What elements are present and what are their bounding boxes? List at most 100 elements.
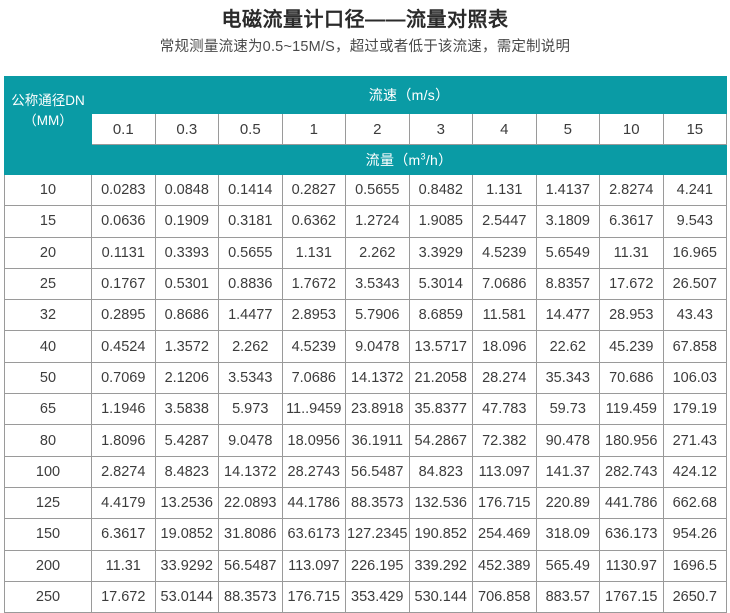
flow-value-cell: 2.5447 bbox=[472, 205, 537, 238]
flow-value-cell: 2.8274 bbox=[599, 173, 664, 207]
table-row: 65 1.1946 3.5838 5.973 11..9459 23.8918 35.837… bbox=[4, 393, 728, 426]
flow-value-cell: 47.783 bbox=[472, 393, 537, 426]
row-header-dn: 125 bbox=[4, 486, 92, 520]
flow-value-cell: 56.5487 bbox=[218, 549, 283, 582]
flow-value-cell: 67.858 bbox=[662, 330, 728, 363]
flow-value-cell: 11.31 bbox=[599, 236, 664, 269]
flow-value-cell: 0.5301 bbox=[154, 267, 219, 301]
flow-label-prefix: 流量（m bbox=[365, 151, 421, 168]
flow-value-cell: 2.8953 bbox=[281, 299, 346, 332]
flow-value-cell: 70.686 bbox=[599, 361, 664, 395]
flow-value-cell: 9.0478 bbox=[218, 424, 283, 457]
row-header-dn: 250 bbox=[4, 580, 92, 613]
flow-value-cell: 0.1909 bbox=[154, 205, 219, 238]
flow-value-cell: 0.8686 bbox=[154, 299, 219, 332]
flow-value-cell: 0.1767 bbox=[91, 267, 156, 301]
column-header-velocity-2: 0.5 bbox=[218, 113, 283, 145]
flow-value-cell: 28.274 bbox=[472, 361, 537, 395]
flow-value-cell: 1.9085 bbox=[408, 205, 473, 238]
flow-value-cell: 0.1131 bbox=[91, 236, 156, 269]
flow-value-cell: 33.9292 bbox=[154, 549, 219, 582]
table-row: 200 11.31 33.9292 56.5487 113.097 226.195 339.… bbox=[4, 549, 728, 582]
table-row: 50 0.7069 2.1206 3.5343 7.0686 14.1372 21.2058… bbox=[4, 361, 728, 395]
flow-value-cell: 5.973 bbox=[218, 393, 283, 426]
column-header-velocity-0: 0.1 bbox=[91, 113, 156, 145]
table-row: 80 1.8096 5.4287 9.0478 18.0956 36.1911 54.286… bbox=[4, 424, 728, 457]
row-header-dn: 80 bbox=[4, 424, 92, 457]
flow-value-cell: 441.786 bbox=[599, 486, 664, 520]
flow-value-cell: 636.173 bbox=[599, 518, 664, 551]
flow-value-cell: 13.2536 bbox=[154, 486, 219, 520]
flow-value-cell: 6.3617 bbox=[91, 518, 156, 551]
flow-value-cell: 36.1911 bbox=[345, 424, 410, 457]
table-row: 40 0.4524 1.3572 2.262 4.5239 9.0478 13.5717 18… bbox=[4, 330, 728, 363]
row-header-dn: 10 bbox=[4, 173, 92, 207]
flow-value-cell: 0.5655 bbox=[218, 236, 283, 269]
column-header-velocity-5: 3 bbox=[408, 113, 473, 145]
flow-value-cell: 113.097 bbox=[472, 455, 537, 488]
flow-value-cell: 45.239 bbox=[599, 330, 664, 363]
flow-value-cell: 88.3573 bbox=[218, 580, 283, 613]
flow-value-cell: 17.672 bbox=[91, 580, 156, 613]
flow-value-cell: 1.2724 bbox=[345, 205, 410, 238]
flow-value-cell: 180.956 bbox=[599, 424, 664, 457]
flow-value-cell: 11..9459 bbox=[281, 393, 346, 426]
flow-value-cell: 13.5717 bbox=[408, 330, 473, 363]
column-header-velocity-1: 0.3 bbox=[154, 113, 219, 145]
flow-value-cell: 1.4477 bbox=[218, 299, 283, 332]
column-header-velocity-4: 2 bbox=[345, 113, 410, 145]
flow-value-cell: 706.858 bbox=[472, 580, 537, 613]
table-row: 20 0.1131 0.3393 0.5655 1.131 2.262 3.3929 4.52… bbox=[4, 236, 728, 269]
row-header-dn: 25 bbox=[4, 267, 92, 301]
table-row: 125 4.4179 13.2536 22.0893 44.1786 88.3573 132… bbox=[4, 486, 728, 520]
flow-value-cell: 179.19 bbox=[662, 393, 728, 426]
flow-value-cell: 353.429 bbox=[345, 580, 410, 613]
flow-value-cell: 176.715 bbox=[472, 486, 537, 520]
flow-value-cell: 0.8836 bbox=[218, 267, 283, 301]
flow-value-cell: 3.5343 bbox=[345, 267, 410, 301]
flow-value-cell: 84.823 bbox=[408, 455, 473, 488]
flow-label-suffix: /h） bbox=[425, 151, 453, 168]
flow-value-cell: 1696.5 bbox=[662, 549, 728, 582]
flow-value-cell: 53.0144 bbox=[154, 580, 219, 613]
flow-value-cell: 530.144 bbox=[408, 580, 473, 613]
flow-value-cell: 28.2743 bbox=[281, 455, 346, 488]
flow-value-cell: 9.543 bbox=[662, 205, 728, 238]
flow-value-cell: 127.2345 bbox=[345, 518, 410, 551]
flow-value-cell: 4.241 bbox=[662, 173, 728, 207]
flow-value-cell: 0.5655 bbox=[345, 173, 410, 207]
flow-value-cell: 424.12 bbox=[662, 455, 728, 488]
flow-value-cell: 11.31 bbox=[91, 549, 156, 582]
flow-value-cell: 14.477 bbox=[535, 299, 600, 332]
flow-value-cell: 0.7069 bbox=[91, 361, 156, 395]
flow-value-cell: 44.1786 bbox=[281, 486, 346, 520]
flow-value-cell: 0.2895 bbox=[91, 299, 156, 332]
row-header-dn: 150 bbox=[4, 518, 92, 551]
flow-value-cell: 0.0848 bbox=[154, 173, 219, 207]
flow-value-cell: 0.6362 bbox=[281, 205, 346, 238]
flow-value-cell: 19.0852 bbox=[154, 518, 219, 551]
page-title: 电磁流量计口径——流量对照表 bbox=[221, 9, 509, 31]
column-header-velocity-3: 1 bbox=[281, 113, 346, 145]
flow-value-cell: 0.0636 bbox=[91, 205, 156, 238]
table-header: 公称通径DN （MM） 流速（m/s） 0.1 0.3 0.5 1 2 3 4 … bbox=[4, 76, 728, 175]
dn-label-line2: （MM） bbox=[23, 112, 73, 128]
table-body: 10 0.0283 0.0848 0.1414 0.2827 0.5655 0.8482 1.… bbox=[4, 173, 728, 613]
dn-label-line1: 公称通径DN bbox=[11, 92, 85, 108]
table-row: 150 6.3617 19.0852 31.8086 63.6173 127.2345 19… bbox=[4, 518, 728, 551]
flow-value-cell: 16.965 bbox=[662, 236, 728, 269]
header-row-velocity-values: 0.1 0.3 0.5 1 2 3 4 5 10 15 bbox=[5, 113, 728, 145]
flow-value-cell: 3.3929 bbox=[408, 236, 473, 269]
row-header-dn: 40 bbox=[4, 330, 92, 363]
flow-value-cell: 0.1414 bbox=[218, 173, 283, 207]
flow-value-cell: 220.89 bbox=[535, 486, 600, 520]
table-row: 15 0.0636 0.1909 0.3181 0.6362 1.2724 1.9085 2.… bbox=[4, 205, 728, 238]
flow-value-cell: 565.49 bbox=[535, 549, 600, 582]
flow-value-cell: 35.8377 bbox=[408, 393, 473, 426]
flow-value-cell: 1.8096 bbox=[91, 424, 156, 457]
flow-value-cell: 0.3181 bbox=[218, 205, 283, 238]
flow-value-cell: 132.536 bbox=[408, 486, 473, 520]
row-header-dn: 65 bbox=[4, 393, 92, 426]
flow-value-cell: 5.6549 bbox=[535, 236, 600, 269]
flow-value-cell: 0.3393 bbox=[154, 236, 219, 269]
